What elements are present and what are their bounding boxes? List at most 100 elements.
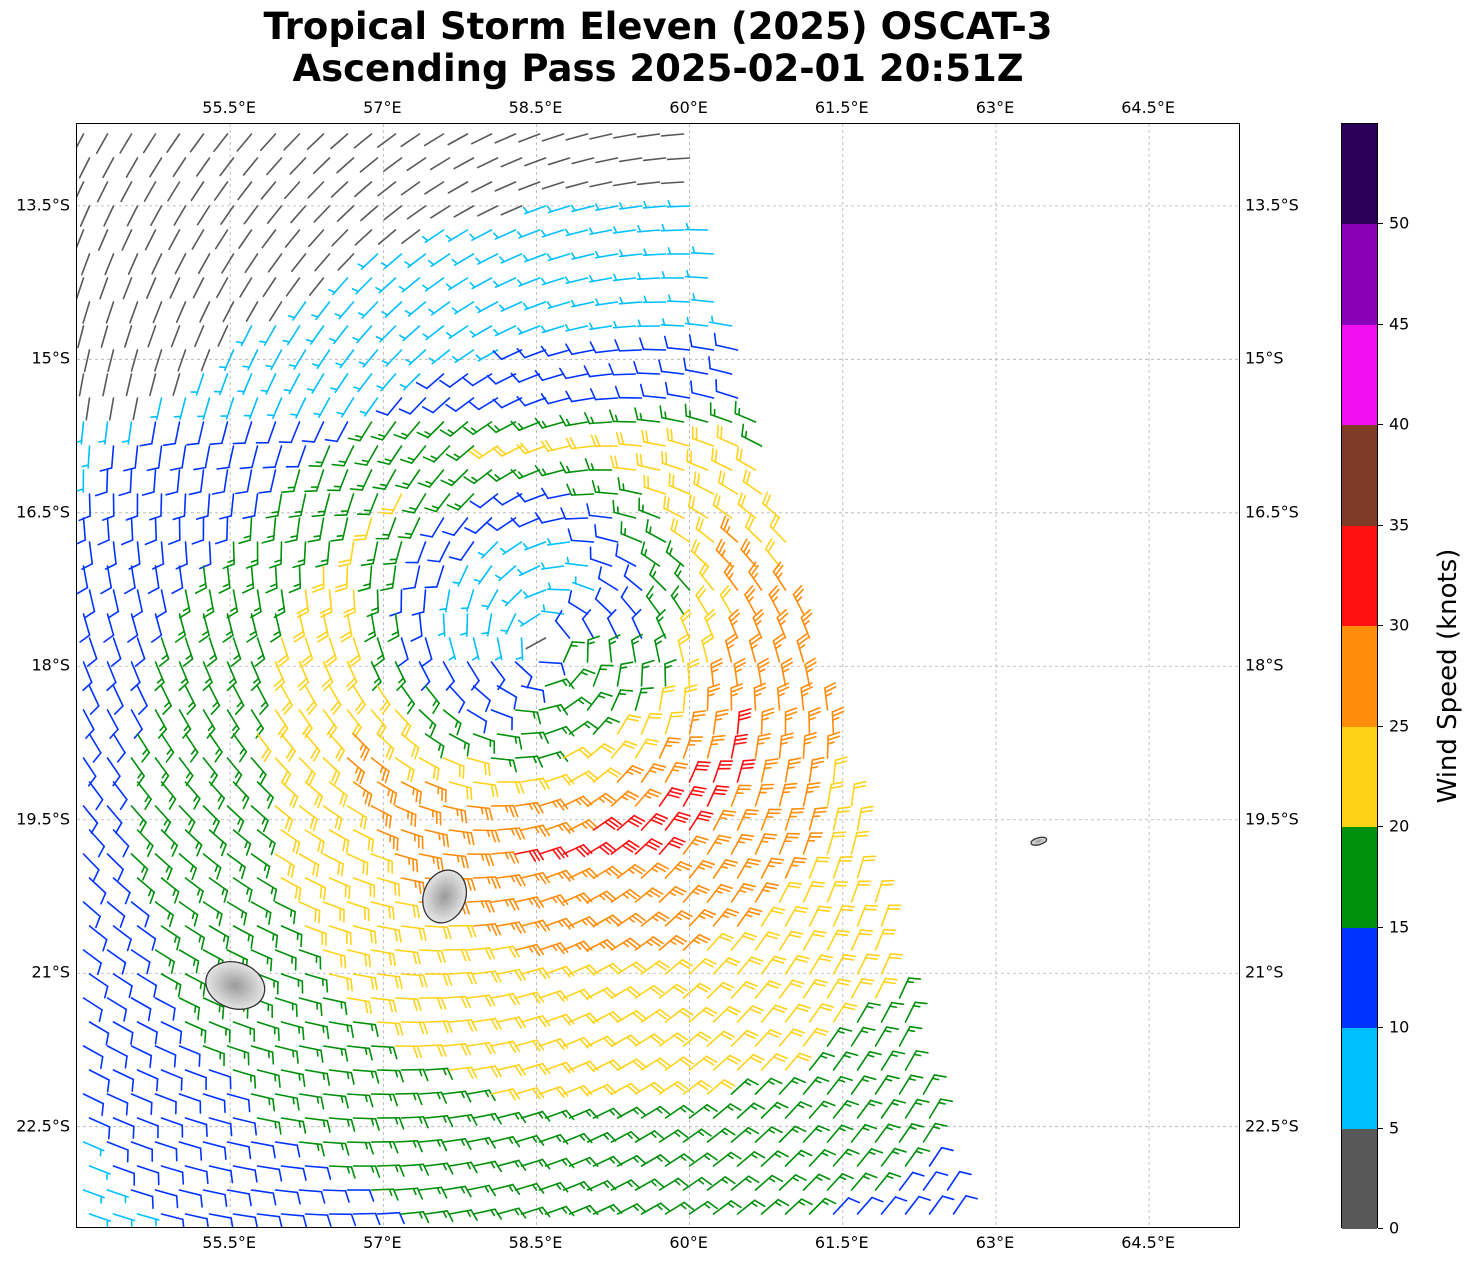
wind-barb xyxy=(131,589,143,619)
wind-barb xyxy=(687,658,700,687)
wind-barb xyxy=(874,1172,902,1191)
wind-barb xyxy=(808,1100,836,1119)
wind-barb xyxy=(486,469,517,482)
wind-barb xyxy=(735,446,757,471)
wind-barb xyxy=(546,205,571,214)
wind-barb xyxy=(82,901,101,929)
wind-barb xyxy=(381,349,403,367)
wind-barb xyxy=(376,1069,404,1083)
wind-barb xyxy=(538,846,569,860)
wind-barb xyxy=(208,781,226,810)
wind-barb xyxy=(346,709,362,739)
wind-barb xyxy=(754,1028,782,1047)
wind-barb xyxy=(784,954,810,975)
wind-barb xyxy=(222,613,234,643)
wind-barb xyxy=(376,685,391,715)
colorbar-tick-label: 30 xyxy=(1389,615,1410,635)
wind-barb xyxy=(256,1021,280,1042)
wind-barb xyxy=(744,515,763,543)
wind-barb xyxy=(353,373,373,393)
wind-barb xyxy=(298,1141,325,1157)
wind-barb xyxy=(688,1200,718,1215)
wind-barb xyxy=(586,987,617,999)
wind-barb xyxy=(706,1127,736,1143)
wind-barb xyxy=(328,733,346,762)
wind-barb xyxy=(802,832,824,855)
wind-barb xyxy=(360,541,379,567)
wind-barb xyxy=(370,1093,399,1107)
colorbar-title: Wind Speed (knots) xyxy=(1433,548,1463,804)
wind-barb xyxy=(518,181,541,191)
wind-barb xyxy=(103,613,115,643)
wind-barb xyxy=(592,1203,623,1215)
wind-barb xyxy=(594,203,619,211)
wind-barb xyxy=(280,829,301,855)
wind-barb xyxy=(850,1123,878,1143)
wind-barb xyxy=(346,853,369,876)
wind-barb xyxy=(274,997,298,1018)
wind-barb xyxy=(217,325,229,347)
wind-barb xyxy=(184,1165,209,1185)
wind-barb xyxy=(202,805,220,833)
wind-barb xyxy=(208,925,230,950)
wind-barb xyxy=(319,589,333,618)
wind-barb xyxy=(260,181,277,200)
wind-barb xyxy=(880,1147,907,1167)
wind-barb xyxy=(544,821,575,834)
wind-barb xyxy=(226,589,239,619)
wind-barb xyxy=(178,1093,202,1114)
wind-barb xyxy=(616,1154,647,1167)
wind-barb xyxy=(492,493,523,506)
wind-barb xyxy=(778,930,804,951)
wind-barb xyxy=(514,1134,545,1146)
wind-barb xyxy=(636,225,661,233)
wind-barb xyxy=(77,517,87,545)
wind-barb xyxy=(540,393,571,405)
wind-barb xyxy=(77,277,85,300)
wind-barb xyxy=(370,853,393,875)
wind-barb xyxy=(613,133,637,139)
wind-barb xyxy=(154,901,174,928)
wind-barb xyxy=(802,1076,830,1095)
wind-barb xyxy=(754,783,775,807)
wind-barb xyxy=(618,202,643,210)
wind-barb xyxy=(77,421,85,445)
wind-barb xyxy=(448,781,473,801)
wind-barb xyxy=(808,856,831,879)
wind-barb xyxy=(424,925,452,940)
wind-barb xyxy=(328,973,354,992)
wind-barb xyxy=(100,565,113,595)
wind-barb xyxy=(280,877,302,901)
wind-barb xyxy=(337,253,355,271)
wind-barb xyxy=(250,757,267,786)
wind-barb xyxy=(287,301,307,321)
wind-barb xyxy=(472,1112,502,1125)
wind-barb xyxy=(666,247,691,255)
wind-barb xyxy=(640,1154,671,1167)
wind-barb xyxy=(520,731,550,744)
wind-barb xyxy=(448,971,477,985)
wind-barb xyxy=(328,1213,357,1227)
wind-barb xyxy=(334,493,355,517)
wind-barb xyxy=(490,1040,521,1053)
wind-barb xyxy=(406,205,427,220)
wind-barb xyxy=(612,226,637,234)
wind-barb xyxy=(562,696,592,711)
wind-barb xyxy=(496,1207,527,1219)
wind-barb xyxy=(635,452,661,471)
wind-barb xyxy=(105,301,115,324)
wind-barb xyxy=(823,682,837,711)
wind-barb xyxy=(154,1189,179,1209)
wind-barb xyxy=(202,1189,228,1208)
wind-barb xyxy=(102,157,115,179)
wind-barb xyxy=(402,565,421,590)
wind-barb xyxy=(736,1151,766,1167)
wind-barb xyxy=(352,973,378,991)
wind-barb xyxy=(232,1117,258,1136)
wind-barb xyxy=(634,788,662,807)
wind-barb xyxy=(499,253,523,264)
wind-barb xyxy=(832,1100,860,1119)
wind-barb xyxy=(713,332,739,351)
wind-barb xyxy=(102,493,115,521)
wind-barb xyxy=(274,949,297,971)
